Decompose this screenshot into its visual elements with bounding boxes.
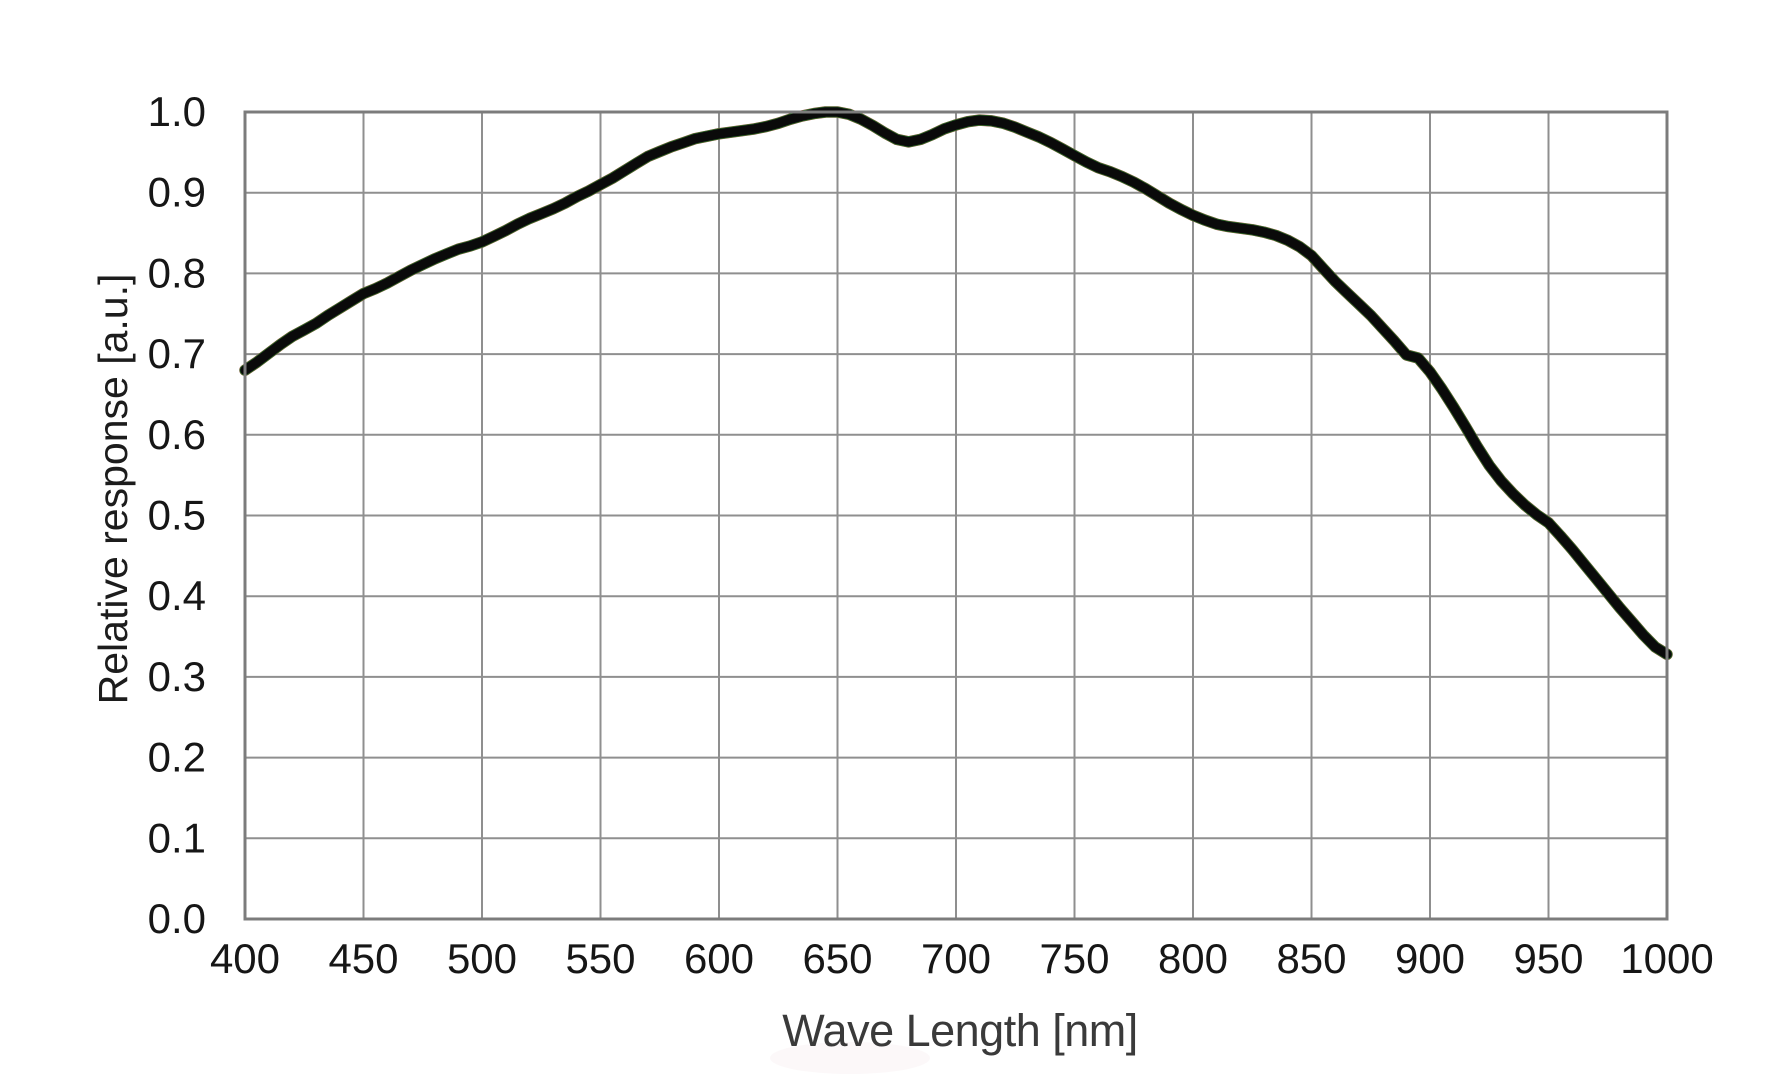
x-tick-label: 1000 [1620, 935, 1713, 982]
x-tick-label: 550 [565, 935, 635, 982]
x-tick-label: 600 [684, 935, 754, 982]
series-layer [239, 106, 1673, 661]
y-tick-label: 0.9 [148, 169, 206, 216]
x-tick-label: 450 [328, 935, 398, 982]
x-tick-label: 400 [210, 935, 280, 982]
y-tick-labels: 0.0 0.1 0.2 0.3 0.4 0.5 0.6 0.7 0.8 0.9 1.0 [148, 88, 206, 942]
x-tick-label: 700 [921, 935, 991, 982]
plot-border-layer [243, 110, 1669, 921]
response-curve [240, 107, 1672, 660]
y-tick-label: 0.3 [148, 653, 206, 700]
x-tick-label: 950 [1513, 935, 1583, 982]
plot-border [243, 110, 1669, 921]
x-tick-labels: 400 450 500 550 600 650 700 750 800 850 900 950 1000 [210, 935, 1714, 982]
x-tick-label: 800 [1158, 935, 1228, 982]
y-axis-title: Relative response [a.u.] [90, 274, 136, 705]
x-tick-label: 650 [802, 935, 872, 982]
x-tick-label: 850 [1276, 935, 1346, 982]
y-tick-label: 0.2 [148, 734, 206, 781]
x-tick-label: 500 [447, 935, 517, 982]
x-axis-title: Wave Length [nm] [782, 1005, 1138, 1056]
y-tick-label: 0.8 [148, 249, 206, 296]
x-tick-label: 900 [1395, 935, 1465, 982]
y-tick-label: 0.4 [148, 572, 206, 619]
y-tick-label: 0.7 [148, 330, 206, 377]
y-tick-label: 0.6 [148, 411, 206, 458]
y-tick-label: 0.1 [148, 814, 206, 861]
watermark-smudge [770, 1042, 930, 1074]
y-tick-label: 0.0 [148, 895, 206, 942]
y-tick-label: 1.0 [148, 88, 206, 135]
y-tick-label: 0.5 [148, 492, 206, 539]
x-tick-label: 750 [1039, 935, 1109, 982]
